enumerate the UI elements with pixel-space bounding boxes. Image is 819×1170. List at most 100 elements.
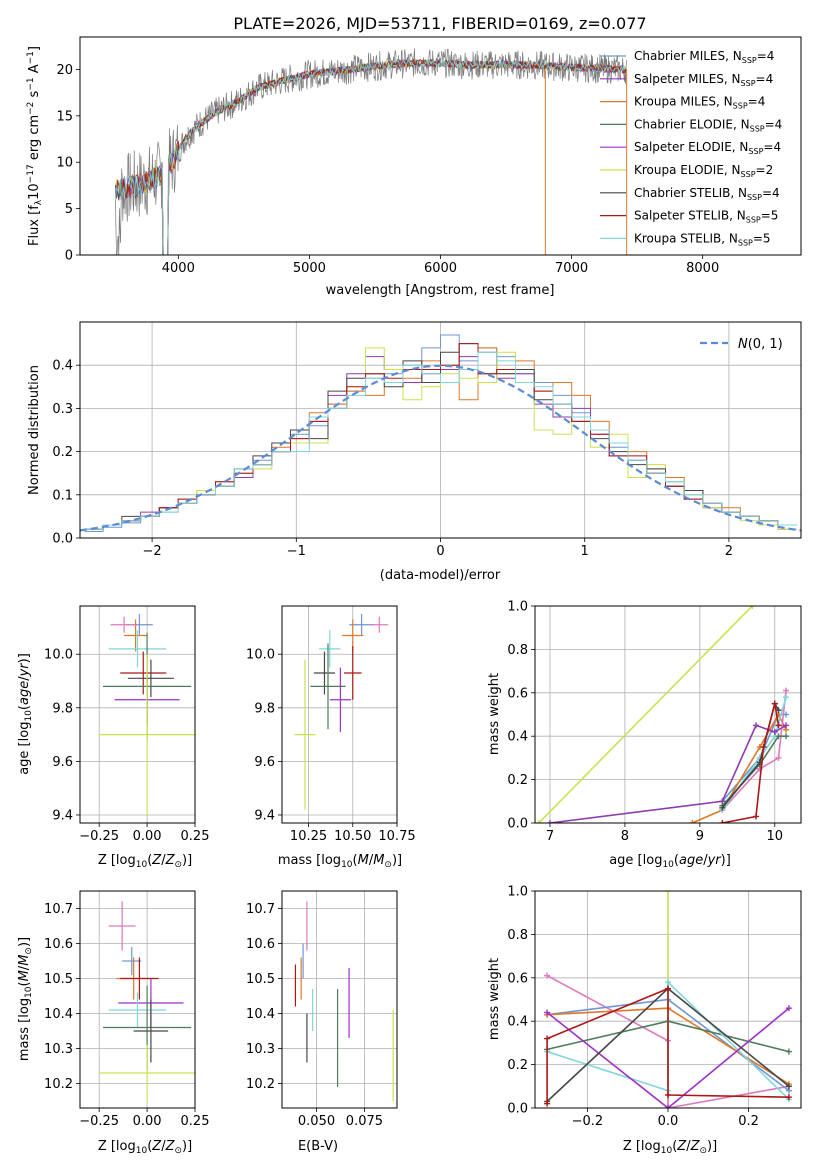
y-tick-label: 0.4 [507,1015,528,1030]
model-spectrum [114,58,627,255]
spectrum-title: PLATE=2026, MJD=53711, FIBERID=0169, z=0… [233,14,646,33]
weight-z-ylabel: mass weight [487,958,502,1040]
y-tick-label: 10.3 [44,1042,73,1057]
spectrum-panel: PLATE=2026, MJD=53711, FIBERID=0169, z=0… [26,14,802,298]
spectrum-xlabel: wavelength [Angstrom, rest frame] [326,283,555,298]
plot-content [99,901,195,1101]
plot-content [99,614,195,815]
y-tick-label: 0.0 [507,817,528,832]
y-tick-label: 0.6 [507,686,528,701]
x-tick-label: 7 [546,829,554,844]
x-tick-label: 0.050 [298,1114,335,1129]
x-tick-label: −0.2 [572,1114,604,1129]
y-tick-label: 10.6 [246,937,275,952]
x-tick-label: 10.25 [290,829,327,844]
y-tick-label: 10.2 [44,1077,73,1092]
y-tick-label: 0.4 [507,730,528,745]
y-tick-label: 0.6 [507,971,528,986]
mass-ebv-xlabel: E(B-V) [298,1139,338,1154]
x-tick-label: 0.075 [346,1114,383,1129]
legend-label: Salpeter ELODIE, NSSP=4 [634,140,781,156]
y-tick-label: 10.4 [246,1007,275,1022]
y-tick-label: 9.8 [52,701,73,716]
spectrum-legend: Chabrier MILES, NSSP=4 Salpeter MILES, NS… [600,49,782,247]
legend-label: Chabrier STELIB, NSSP=4 [634,186,780,202]
x-tick-label: 7000 [555,261,588,276]
y-tick-label: 10.3 [246,1042,275,1057]
x-tick-label: 10.50 [334,829,371,844]
y-tick-label: 10.2 [246,1077,275,1092]
plot-content [535,606,790,823]
model-spectrum [114,58,627,255]
axes-frame [281,605,398,824]
mass-z-ylabel: mass [log10(M/M⊙)] [17,937,34,1061]
weight-line [721,690,787,811]
x-tick-label: 0.25 [181,1114,210,1129]
y-tick-label: 15 [56,109,73,124]
plot-content [80,334,801,532]
age-z-ylabel: age [log10(age/yr)] [17,653,34,775]
legend-label: Chabrier ELODIE, NSSP=4 [634,117,782,133]
legend-label: Kroupa MILES, NSSP=4 [634,95,765,111]
y-tick-label: 0.3 [52,402,73,417]
axes-frame [534,890,802,1109]
y-tick-label: 10.5 [44,972,73,987]
x-tick-label: 0 [436,544,444,559]
y-tick-label: 0.1 [52,488,73,503]
model-spectrum [114,57,627,255]
x-tick-label: 2 [725,544,733,559]
age-z-xlabel: Z [log10(Z/Z⊙)] [98,853,192,870]
x-tick-label: 0.00 [133,1114,162,1129]
age-mass-xlabel: mass [log10(M/M⊙)] [278,853,402,870]
model-spectrum [114,58,627,255]
legend-label: Kroupa STELIB, NSSP=5 [634,231,771,247]
x-tick-label: 0.0 [658,1114,679,1129]
x-tick-label: 8 [621,829,629,844]
y-tick-label: 0.8 [507,643,528,658]
weight-line [546,987,789,1104]
legend-label: Kroupa ELODIE, NSSP=2 [634,163,773,179]
observed-spectrum [115,48,627,255]
axes-frame [79,36,802,256]
x-tick-label: −1 [287,544,306,559]
mass-vs-z-panel: −0.25 0.00 0.25 10.2 10.3 10.4 10.5 10.6 10.7 [44,890,210,1129]
y-tick-label: 9.8 [254,701,275,716]
legend-label: Chabrier MILES, NSSP=4 [634,49,774,65]
y-tick-label: 10 [56,156,73,171]
y-tick-label: 10.0 [246,648,275,663]
y-tick-label: 10.0 [44,648,73,663]
x-tick-label: 10 [767,829,784,844]
normal-curve [80,364,801,532]
y-tick-label: 0 [65,249,73,264]
x-tick-label: −2 [143,544,162,559]
axes-frame [79,321,802,539]
spectrum-plot-area: 4000 5000 6000 7000 8000 0 5 10 15 20 Chabrier MIL… [56,36,802,276]
x-tick-label: 4000 [162,261,195,276]
model-spectrum [114,58,627,255]
weight-age-ylabel: mass weight [487,673,502,755]
y-tick-label: 9.6 [254,755,275,770]
y-tick-label: 10.4 [44,1007,73,1022]
weight-line [538,606,753,823]
plot-content [294,614,389,810]
weight-line [546,1007,790,1108]
residual-xlabel: (data-model)/error [380,568,501,583]
legend-label: Salpeter MILES, NSSP=4 [634,72,773,88]
weight-vs-age-panel: 7 8 9 10 0.0 0.2 0.4 0.6 0.8 1.0 [507,600,802,844]
weight-age-xlabel: age [log10(age/yr)] [609,853,731,870]
x-tick-label: 10.75 [378,829,415,844]
legend-label: N(0, 1) [738,337,783,352]
x-tick-label: 0.2 [738,1114,759,1129]
plot-content [114,48,628,255]
axes-frame [534,605,802,824]
y-tick-label: 0.0 [52,532,73,547]
y-tick-label: 5 [65,202,73,217]
y-tick-label: 0.0 [507,1102,528,1117]
y-tick-label: 10.6 [44,937,73,952]
y-tick-label: 0.8 [507,928,528,943]
y-tick-label: 10.7 [246,902,275,917]
axes-frame [79,890,196,1109]
y-tick-label: 1.0 [507,600,528,615]
histogram-step [84,351,797,530]
residual-plot-area: −2 −1 0 1 2 0.0 0.1 0.2 0.3 0.4 N(0, 1) [52,321,802,559]
